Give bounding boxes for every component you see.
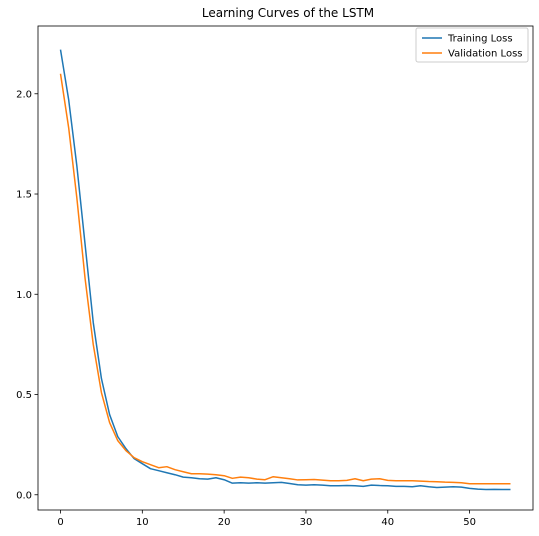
legend-label-validation-loss: Validation Loss — [448, 49, 523, 60]
legend-box — [415, 27, 529, 63]
y-tick-label: 1.0 — [16, 290, 32, 301]
x-tick-label: 50 — [463, 517, 476, 528]
y-tick-label: 0.0 — [16, 490, 32, 501]
x-tick-label: 20 — [218, 517, 231, 528]
legend: Training Loss Validation Loss — [415, 27, 529, 63]
x-tick-label: 40 — [381, 517, 394, 528]
x-tick-label: 30 — [300, 517, 313, 528]
y-tick-label: 1.5 — [16, 190, 32, 201]
legend-label-training-loss: Training Loss — [447, 34, 513, 45]
x-tick-label: 0 — [57, 517, 63, 528]
series-line-training-loss — [59, 49, 511, 491]
axes: 0 10 20 30 40 50 0.0 0.5 1.0 1.5 2.0 — [16, 25, 534, 528]
y-tick-label: 2.0 — [16, 89, 32, 100]
y-tick-label: 0.5 — [16, 390, 32, 401]
chart-title: Learning Curves of the LSTM — [202, 6, 374, 20]
plot-area — [59, 49, 511, 491]
series-line-validation-loss — [59, 73, 511, 485]
x-tick-label: 10 — [136, 517, 149, 528]
axes-frame — [37, 25, 534, 511]
